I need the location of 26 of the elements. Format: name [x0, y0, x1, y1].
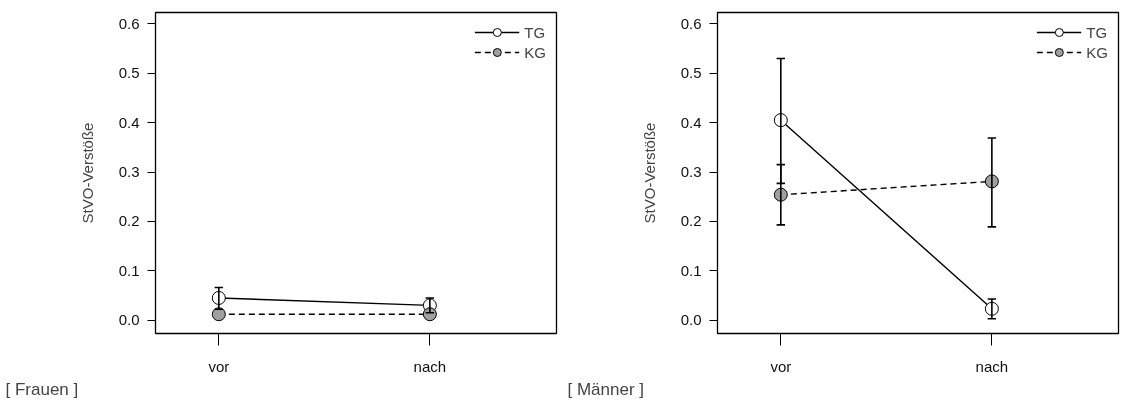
x-tick-label: vor [770, 357, 792, 375]
y-tick-label: 0.2 [680, 212, 702, 230]
y-tick-label: 0.3 [680, 163, 702, 181]
x-tick-label: nach [975, 357, 1009, 375]
y-tick-label: 0.5 [118, 64, 140, 82]
y-tick-label: 0.2 [118, 212, 140, 230]
y-tick-label: 0.3 [118, 163, 140, 181]
legend-label: KG [1086, 43, 1108, 61]
legend-label: TG [1086, 23, 1108, 41]
text: [ Männer ] [567, 379, 645, 399]
x-tick-label: vor [208, 357, 230, 375]
y-axis-title: StVO-Verstöße [78, 122, 96, 224]
y-tick-label: 0.6 [680, 14, 702, 32]
x-tick-label: nach [413, 357, 447, 375]
y-tick-label: 0.5 [680, 64, 702, 82]
legend-label: KG [524, 43, 546, 61]
y-tick-label: 0.0 [680, 311, 702, 329]
text: [ Frauen ] [5, 379, 79, 399]
y-tick-label: 0.4 [118, 113, 140, 131]
y-tick-label: 0.6 [118, 14, 140, 32]
y-axis-title: StVO-Verstöße [640, 122, 658, 224]
y-tick-label: 0.1 [118, 261, 140, 279]
y-tick-label: 0.0 [118, 311, 140, 329]
y-tick-label: 0.1 [680, 261, 702, 279]
legend-label: TG [524, 23, 546, 41]
y-tick-label: 0.4 [680, 113, 702, 131]
